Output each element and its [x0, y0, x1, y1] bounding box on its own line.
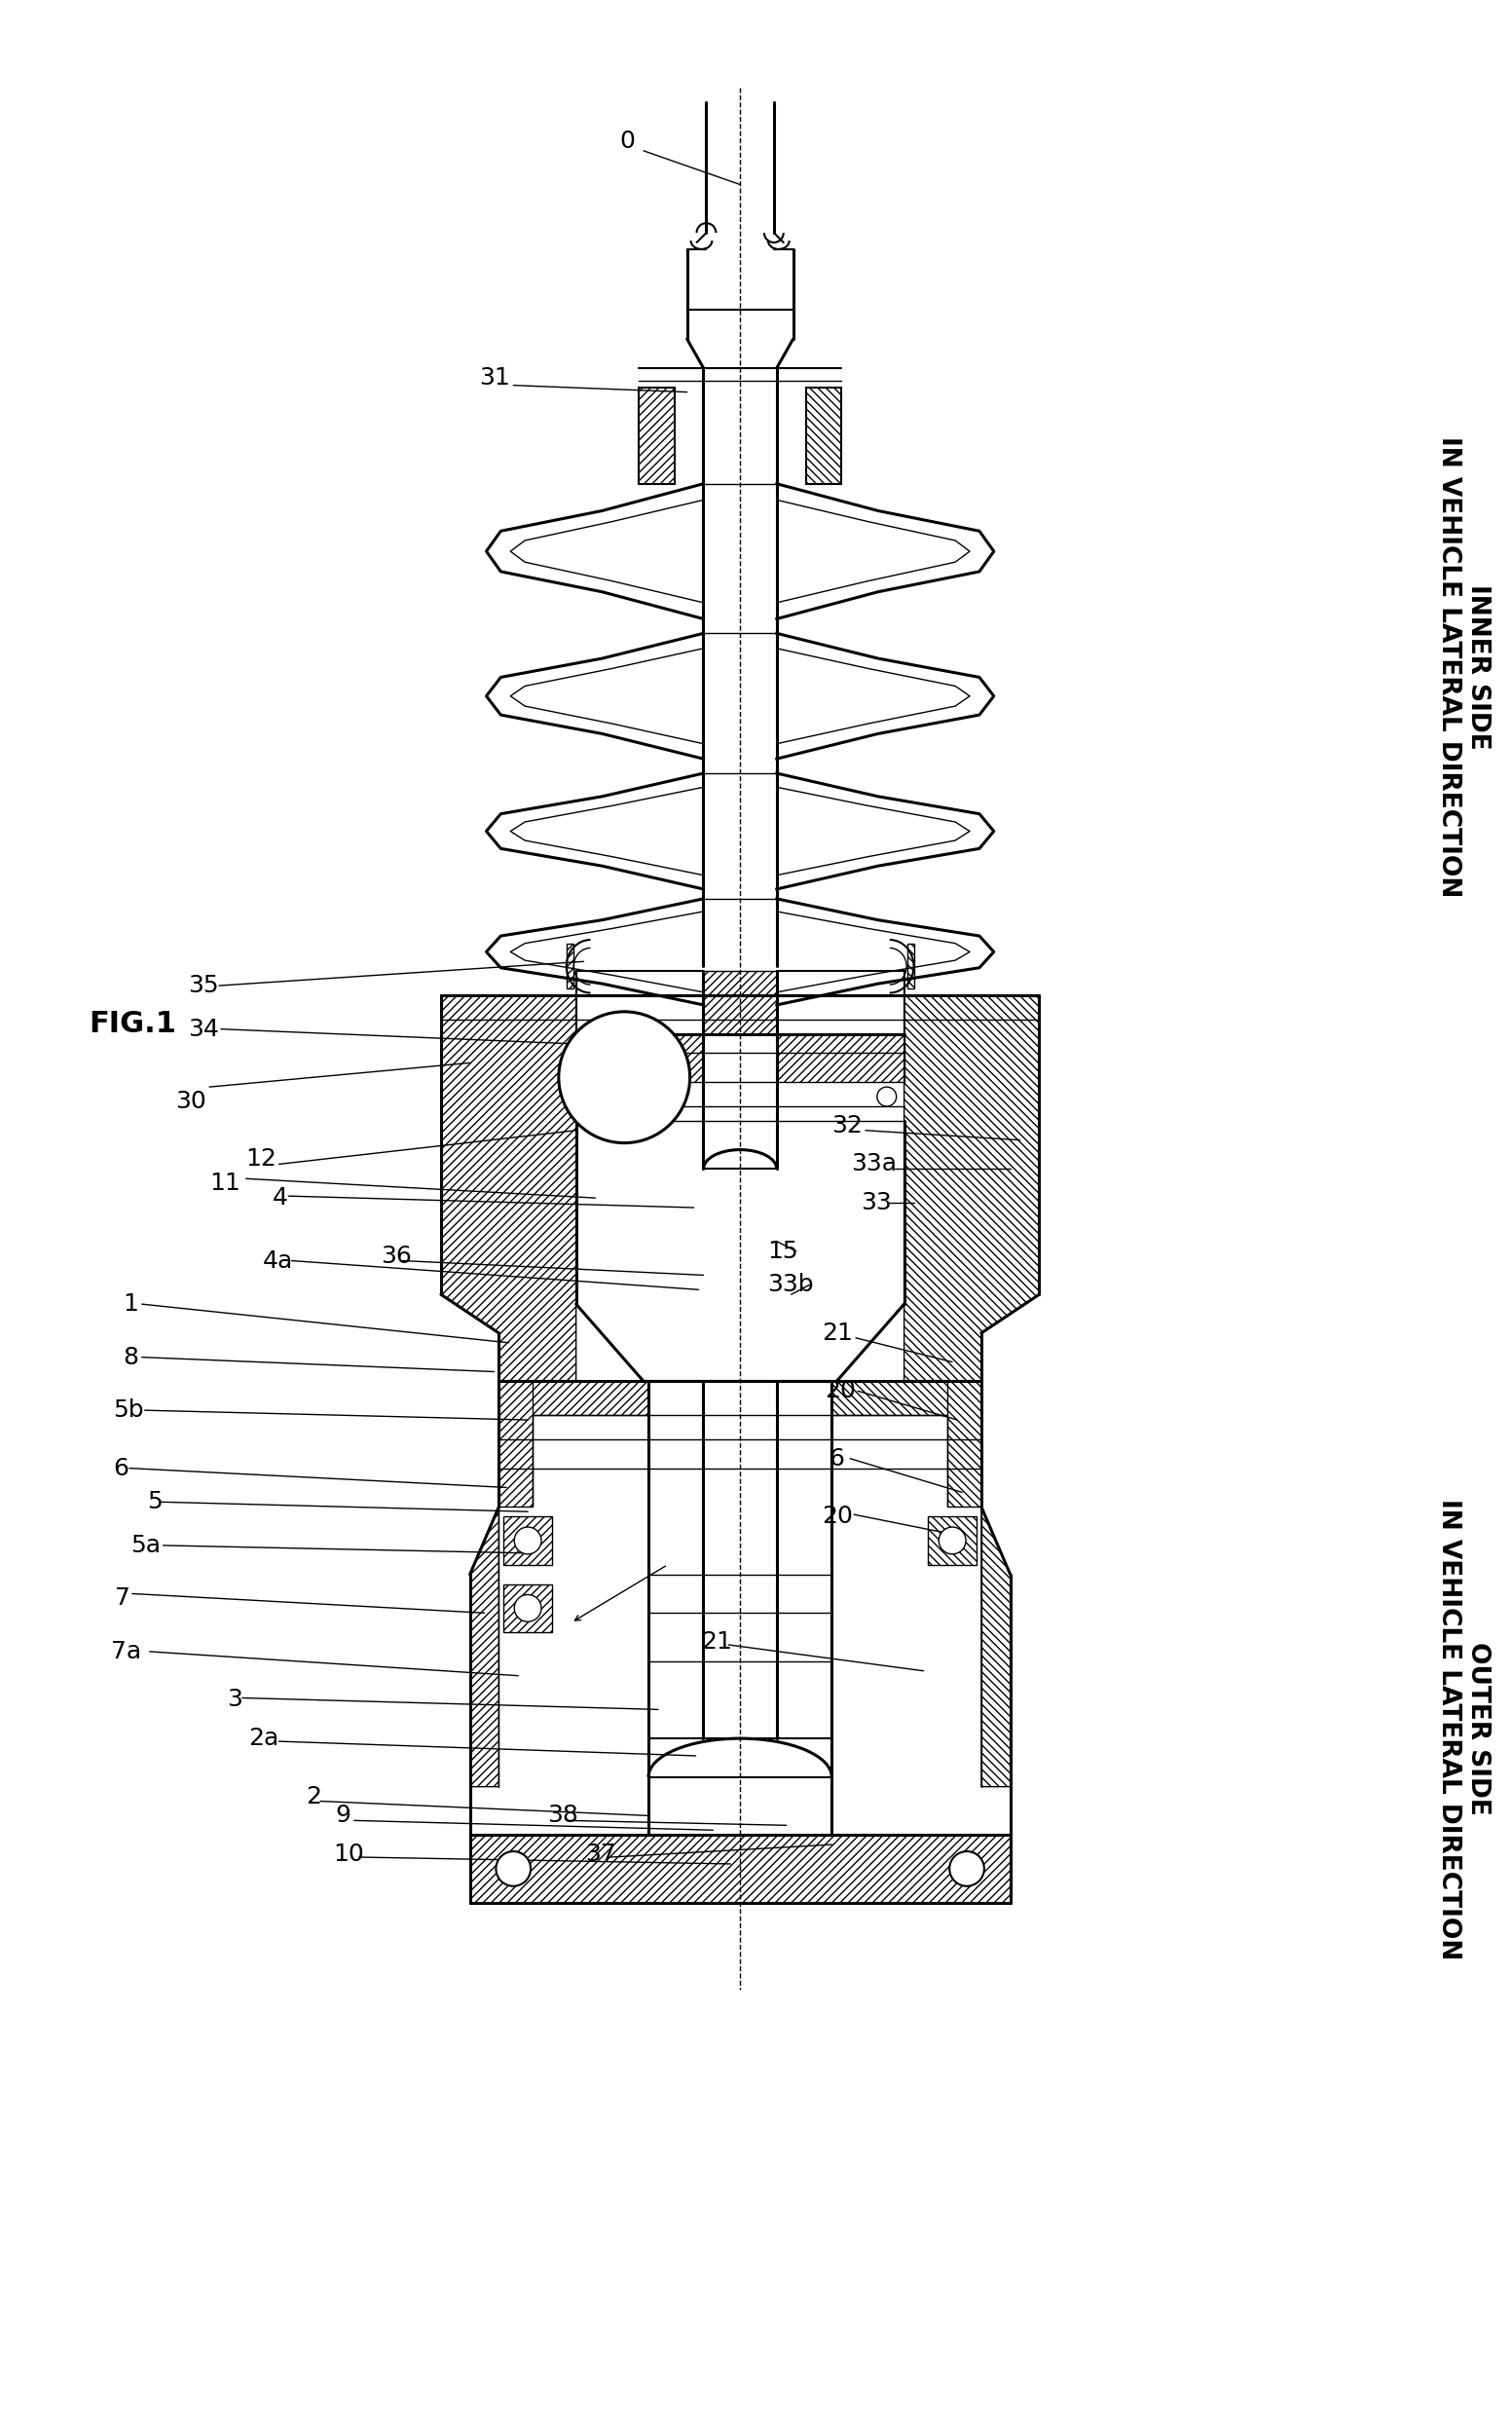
Text: 31: 31 — [479, 366, 511, 390]
Text: 2a: 2a — [248, 1726, 278, 1750]
Text: FIG.1: FIG.1 — [89, 1010, 177, 1039]
Text: 33: 33 — [860, 1191, 892, 1215]
Text: 35: 35 — [187, 973, 219, 997]
Text: 5: 5 — [147, 1491, 162, 1513]
Circle shape — [514, 1595, 541, 1622]
Text: 20: 20 — [826, 1380, 856, 1402]
Polygon shape — [503, 1583, 552, 1632]
Text: 5a: 5a — [130, 1535, 160, 1557]
Text: 8: 8 — [122, 1346, 138, 1368]
Text: 6: 6 — [113, 1457, 129, 1479]
Text: 7a: 7a — [110, 1639, 141, 1663]
Polygon shape — [928, 1516, 977, 1564]
Text: 3: 3 — [227, 1687, 242, 1712]
Circle shape — [558, 1012, 689, 1143]
Text: 5b: 5b — [113, 1399, 144, 1421]
Circle shape — [496, 1852, 531, 1886]
Text: 21: 21 — [823, 1322, 853, 1344]
Text: 12: 12 — [246, 1148, 277, 1172]
Text: 4a: 4a — [263, 1249, 293, 1273]
Text: 33a: 33a — [851, 1152, 897, 1177]
Text: 20: 20 — [823, 1506, 853, 1528]
Text: 37: 37 — [585, 1842, 617, 1867]
Text: 7: 7 — [115, 1586, 130, 1610]
Text: 30: 30 — [175, 1089, 207, 1114]
Text: INNER SIDE
IN VEHICLE LATERAL DIRECTION: INNER SIDE IN VEHICLE LATERAL DIRECTION — [1436, 436, 1491, 898]
Text: 33b: 33b — [767, 1273, 813, 1298]
Text: 4: 4 — [272, 1186, 287, 1210]
Circle shape — [877, 1087, 897, 1106]
Text: 9: 9 — [334, 1804, 351, 1828]
Text: 21: 21 — [702, 1629, 732, 1654]
Text: 0: 0 — [620, 128, 635, 153]
Text: 32: 32 — [832, 1114, 863, 1138]
Text: 1: 1 — [122, 1293, 138, 1315]
Text: 11: 11 — [209, 1172, 240, 1196]
Circle shape — [939, 1528, 966, 1554]
Polygon shape — [503, 1516, 552, 1564]
Text: OUTER SIDE
IN VEHICLE LATERAL DIRECTION: OUTER SIDE IN VEHICLE LATERAL DIRECTION — [1436, 1499, 1491, 1959]
Text: 36: 36 — [381, 1244, 413, 1269]
Text: 6: 6 — [829, 1448, 844, 1470]
Circle shape — [950, 1852, 984, 1886]
Circle shape — [514, 1528, 541, 1554]
Text: 34: 34 — [187, 1017, 219, 1041]
Text: 2: 2 — [305, 1784, 322, 1808]
Circle shape — [584, 1087, 603, 1106]
Text: 10: 10 — [333, 1842, 364, 1867]
Text: 15: 15 — [767, 1240, 798, 1264]
Text: 38: 38 — [547, 1804, 578, 1828]
